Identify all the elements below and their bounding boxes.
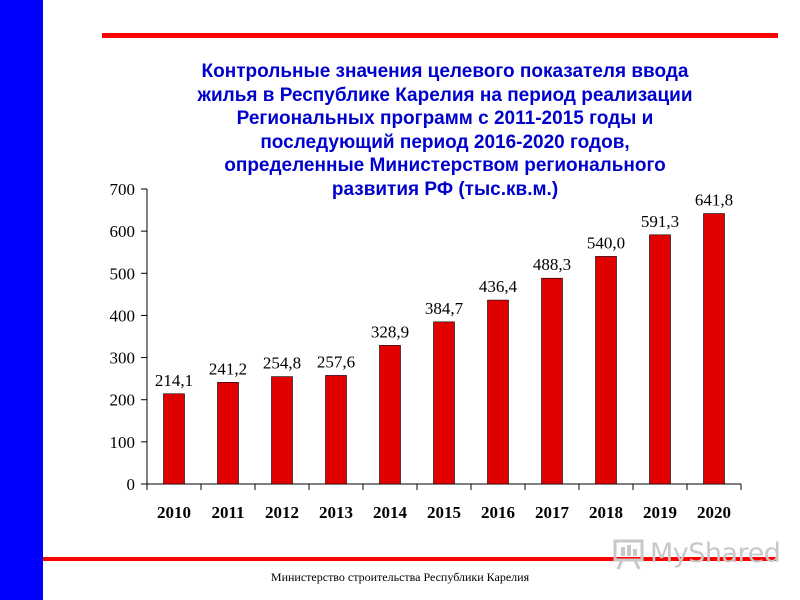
data-label: 641,8 (695, 191, 733, 210)
bar (595, 256, 617, 485)
presentation-board-icon (613, 539, 644, 570)
y-tick-label: 100 (110, 433, 136, 452)
data-label: 241,2 (209, 359, 247, 378)
data-label: 436,4 (479, 277, 518, 296)
x-tick-label: 2013 (319, 503, 353, 522)
chart-title: Контрольные значения целевого показателя… (110, 60, 780, 201)
data-label: 214,1 (155, 371, 193, 390)
bar (541, 277, 563, 485)
chart-title-line: Региональных программ с 2011-2015 годы и (236, 108, 654, 129)
top-red-rule (102, 33, 778, 38)
watermark-text: MyShared (650, 538, 781, 569)
y-tick-label: 600 (110, 222, 136, 241)
bar (487, 299, 509, 485)
left-accent-band (0, 0, 43, 600)
x-tick-label: 2015 (427, 503, 461, 522)
chart-title-line: определенные Министерством регионального (224, 155, 666, 176)
chart-title-line: Контрольные значения целевого показателя… (201, 61, 689, 82)
bar (649, 234, 671, 485)
data-label: 540,0 (587, 233, 625, 252)
data-label: 488,3 (533, 255, 571, 274)
y-tick-label: 400 (110, 306, 136, 325)
y-tick-label: 500 (110, 264, 136, 283)
x-tick-label: 2016 (481, 503, 515, 522)
x-tick-label: 2020 (697, 503, 731, 522)
bar (217, 382, 239, 485)
chart-title-line: жилья в Республике Карелия на период реа… (197, 84, 693, 106)
x-tick-label: 2012 (265, 503, 299, 522)
bar (379, 345, 401, 485)
x-tick-label: 2010 (157, 503, 191, 522)
y-tick-label: 0 (127, 475, 136, 494)
footer-text: Министерство строительства Республики Ка… (270, 570, 530, 584)
chart-title-line: последующий период 2016-2020 годов, (260, 131, 630, 153)
data-label: 328,9 (371, 322, 409, 341)
data-label: 257,6 (317, 352, 355, 371)
data-label: 591,3 (641, 212, 679, 231)
data-label: 384,7 (425, 299, 464, 318)
y-tick-label: 700 (110, 180, 136, 199)
bottom-red-rule (43, 557, 778, 561)
bar (163, 393, 185, 485)
bar (703, 213, 725, 485)
x-tick-label: 2018 (589, 503, 623, 522)
bar (325, 375, 347, 485)
bar (271, 376, 293, 485)
watermark: MyShared (612, 537, 781, 571)
x-tick-label: 2011 (211, 503, 244, 522)
x-tick-label: 2019 (643, 503, 677, 522)
x-tick-label: 2014 (373, 503, 408, 522)
x-tick-label: 2017 (535, 503, 570, 522)
chart-title-line: развития РФ (тыс.кв.м.) (331, 178, 559, 200)
data-label: 254,8 (263, 354, 301, 373)
y-tick-label: 200 (110, 391, 136, 410)
y-tick-label: 300 (110, 349, 136, 368)
bar (433, 321, 455, 485)
